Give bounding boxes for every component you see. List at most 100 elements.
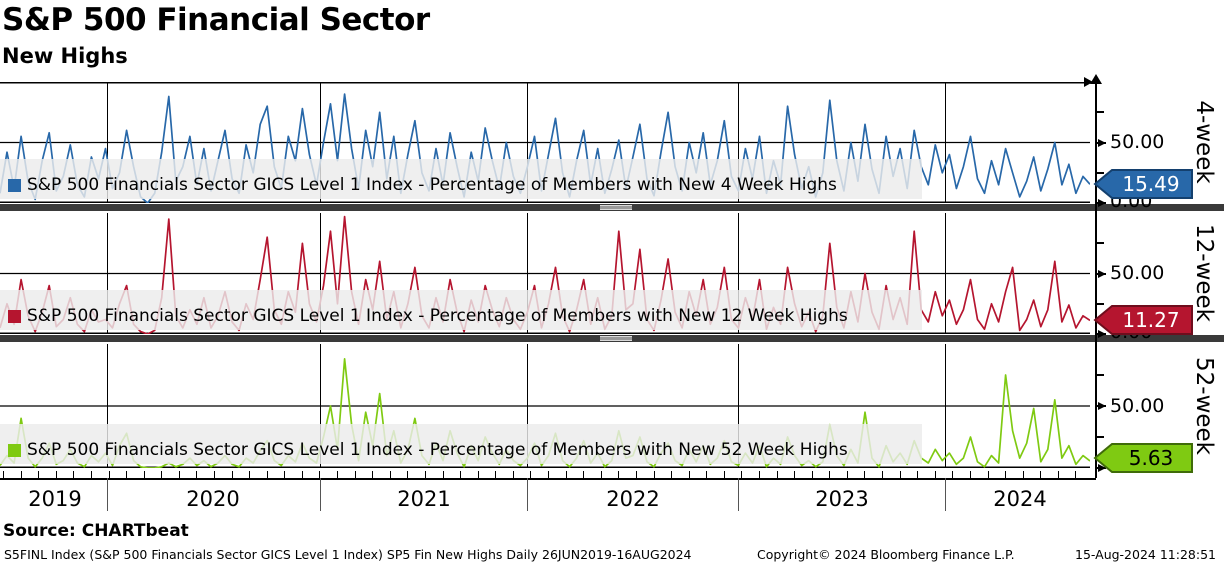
source-label: Source: CHARTbeat — [3, 521, 189, 541]
x-axis-month-tick — [1057, 471, 1059, 478]
year-divider — [527, 478, 528, 511]
year-divider — [320, 478, 321, 511]
footer-description: S5FINL Index (S&P 500 Financials Sector … — [4, 547, 692, 562]
x-axis-month-tick — [969, 471, 971, 478]
x-tick-year: 2020 — [186, 487, 240, 511]
x-axis-month-tick — [389, 471, 391, 478]
legend-band-4-week: S&P 500 Financials Sector GICS Level 1 I… — [0, 159, 922, 199]
x-axis-month-tick — [723, 471, 725, 478]
last-value-badge-12-week: 11.27 — [1093, 304, 1195, 336]
panel-axis-label-12-week: 12-week — [1191, 224, 1217, 322]
x-axis-month-tick — [987, 471, 989, 478]
page-subtitle: New Highs — [2, 44, 128, 68]
x-axis-month-tick — [565, 471, 567, 478]
x-axis-month-tick — [706, 471, 708, 478]
x-tick-year: 2024 — [993, 487, 1047, 511]
y-axis-tick-arrow-icon — [1098, 464, 1106, 472]
last-value-badge-4-week: 15.49 — [1093, 168, 1195, 200]
x-axis-month-tick — [20, 471, 22, 478]
y-tick-50-panel3: 50.00 — [1110, 395, 1165, 417]
x-axis-month-tick — [1005, 471, 1007, 478]
x-axis-month-tick — [424, 471, 426, 478]
y-tick-50-panel2: 50.00 — [1110, 262, 1165, 284]
x-axis-month-tick — [776, 471, 778, 478]
x-axis-month-tick — [583, 471, 585, 478]
x-axis-month-tick — [407, 471, 409, 478]
x-axis-month-tick — [864, 471, 866, 478]
x-axis-month-tick — [635, 471, 637, 478]
year-divider — [738, 478, 739, 511]
x-axis-month-tick — [600, 471, 602, 478]
x-tick-year: 2022 — [606, 487, 660, 511]
y-axis-tick-arrow-icon — [1098, 330, 1106, 338]
y-axis-tick — [1097, 242, 1104, 245]
legend-swatch-4-week — [8, 178, 21, 192]
legend-swatch-52-week — [8, 443, 21, 457]
x-tick-year: 2019 — [28, 487, 82, 511]
y-axis-arrow-icon — [1090, 74, 1102, 84]
x-axis-month-tick — [1022, 471, 1024, 478]
svg-text:5.63: 5.63 — [1129, 446, 1174, 470]
x-axis-month-tick — [3, 471, 4, 478]
y-axis-tick-arrow-icon — [1098, 269, 1106, 278]
y-axis-tick-arrow-icon — [1098, 138, 1106, 147]
x-axis-month-tick — [249, 471, 251, 478]
y-axis-tick-arrow-icon — [1098, 402, 1106, 410]
panel-splitter — [0, 335, 1224, 342]
x-axis-month-tick — [319, 471, 321, 478]
x-tick-year: 2021 — [397, 487, 451, 511]
x-axis-month-tick — [38, 471, 40, 478]
x-axis-month-tick — [284, 471, 286, 478]
footer-timestamp: 15-Aug-2024 11:28:51 — [1075, 547, 1216, 562]
x-axis-month-tick — [671, 471, 672, 478]
x-axis-month-tick — [354, 471, 356, 478]
svg-text:15.49: 15.49 — [1122, 172, 1179, 196]
x-axis-month-tick — [512, 471, 514, 478]
panel-52-week: S&P 500 Financials Sector GICS Level 1 I… — [0, 344, 1090, 468]
x-axis-month-tick — [548, 471, 549, 478]
x-axis-month-tick — [653, 471, 655, 478]
x-axis-month-tick — [899, 471, 901, 478]
x-tick-year: 2023 — [815, 487, 869, 511]
y-axis-tick — [1097, 302, 1104, 305]
year-divider — [107, 478, 108, 511]
x-axis-month-tick — [530, 471, 532, 478]
y-axis-line — [1095, 82, 1097, 478]
panel-4-week: S&P 500 Financials Sector GICS Level 1 I… — [0, 82, 1090, 203]
x-axis-arrow-icon — [1084, 77, 1093, 87]
x-axis-month-tick — [741, 471, 743, 478]
x-axis-month-tick — [618, 471, 620, 478]
x-axis-month-tick — [1075, 471, 1077, 478]
x-axis-month-tick — [196, 471, 198, 478]
x-axis-month-tick — [758, 471, 760, 478]
legend-label-12-week: S&P 500 Financials Sector GICS Level 1 I… — [27, 306, 848, 326]
x-axis-month-tick — [688, 471, 690, 478]
x-axis-month-tick — [161, 471, 163, 478]
y-axis-tick — [1097, 111, 1104, 114]
svg-text:11.27: 11.27 — [1122, 308, 1179, 332]
x-axis-month-tick — [794, 471, 796, 478]
panel-axis-label-52-week: 52-week — [1191, 357, 1217, 455]
x-axis-month-tick — [337, 471, 338, 478]
panel-splitter — [0, 204, 1224, 211]
x-axis-month-tick — [477, 471, 479, 478]
x-axis-month-tick — [934, 471, 936, 478]
x-axis-month-tick — [73, 471, 75, 478]
x-axis-month-tick — [846, 471, 848, 478]
legend-band-52-week: S&P 500 Financials Sector GICS Level 1 I… — [0, 424, 922, 464]
x-axis-month-tick — [952, 471, 954, 478]
legend-band-12-week: S&P 500 Financials Sector GICS Level 1 I… — [0, 290, 922, 330]
x-axis-month-tick — [829, 471, 831, 478]
x-axis-month-tick — [266, 471, 268, 478]
x-axis-month-tick — [55, 471, 57, 478]
footer-copyright: Copyright© 2024 Bloomberg Finance L.P. — [757, 547, 1015, 562]
y-axis-tick — [1097, 171, 1104, 174]
panel-12-week: S&P 500 Financials Sector GICS Level 1 I… — [0, 213, 1090, 334]
panel-splitter-handle[interactable] — [600, 205, 632, 210]
x-axis-month-tick — [917, 471, 919, 478]
panel-splitter-handle[interactable] — [600, 336, 632, 341]
x-axis-line — [0, 478, 1096, 480]
x-axis-month-tick — [143, 471, 145, 478]
x-axis-month-tick — [1040, 471, 1042, 478]
